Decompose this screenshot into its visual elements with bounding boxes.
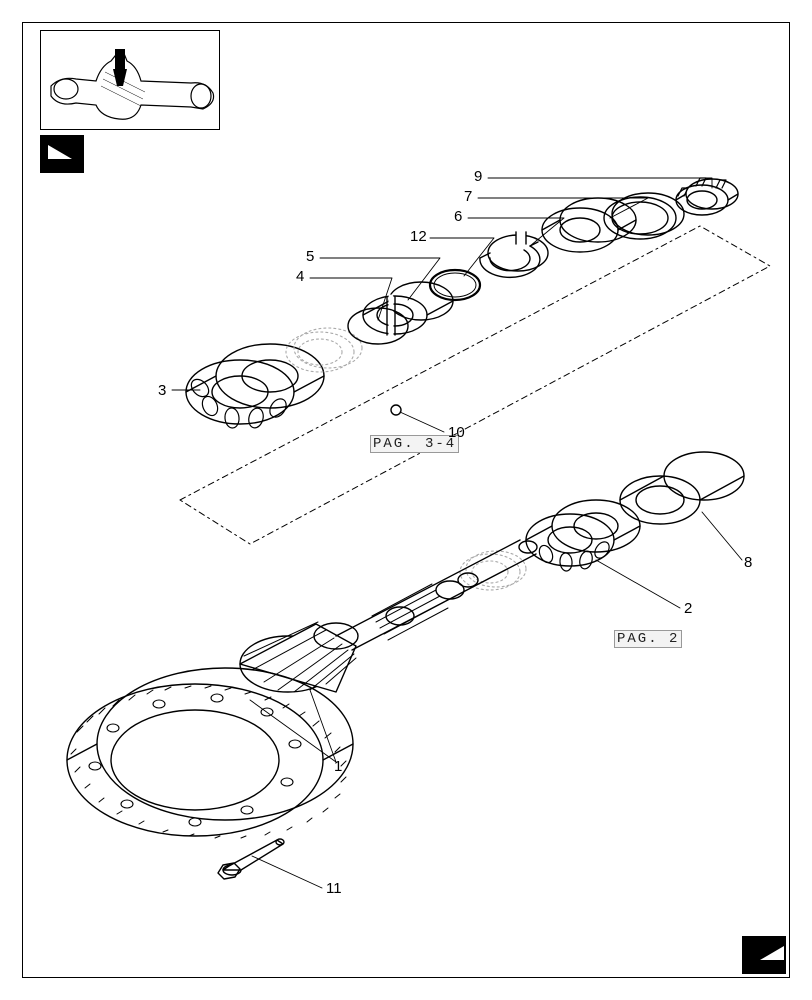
callout-3: 3 — [158, 382, 166, 399]
part-8-sleeve — [620, 452, 744, 524]
part-3-bearing — [186, 344, 324, 429]
exploded-view — [0, 0, 812, 1000]
part-10-ball — [391, 405, 401, 415]
pag-ref-2: PAG. 2 — [614, 630, 682, 648]
dotted-shim-lower — [460, 551, 526, 590]
callout-6: 6 — [454, 208, 462, 225]
part-6-split-collar — [480, 230, 548, 277]
callout-10: 10 — [448, 424, 465, 441]
callout-5: 5 — [306, 248, 314, 265]
part-1-crown-wheel — [67, 668, 353, 838]
dotted-shim-upper — [286, 328, 362, 372]
callout-11: 11 — [326, 880, 342, 897]
part-11-bolt — [218, 839, 284, 879]
callout-7: 7 — [464, 188, 472, 205]
callout-2: 2 — [684, 600, 692, 617]
part-1-pinion-shaft — [240, 540, 537, 692]
part-9-ring-nut — [676, 178, 738, 215]
callout-9: 9 — [474, 168, 482, 185]
pag-ref-3-4: PAG. 3-4 — [370, 435, 459, 453]
part-2-bearing — [526, 500, 640, 571]
callout-1: 1 — [334, 758, 342, 775]
callout-8: 8 — [744, 554, 752, 571]
callout-12: 12 — [410, 228, 427, 245]
callout-4: 4 — [296, 268, 304, 285]
